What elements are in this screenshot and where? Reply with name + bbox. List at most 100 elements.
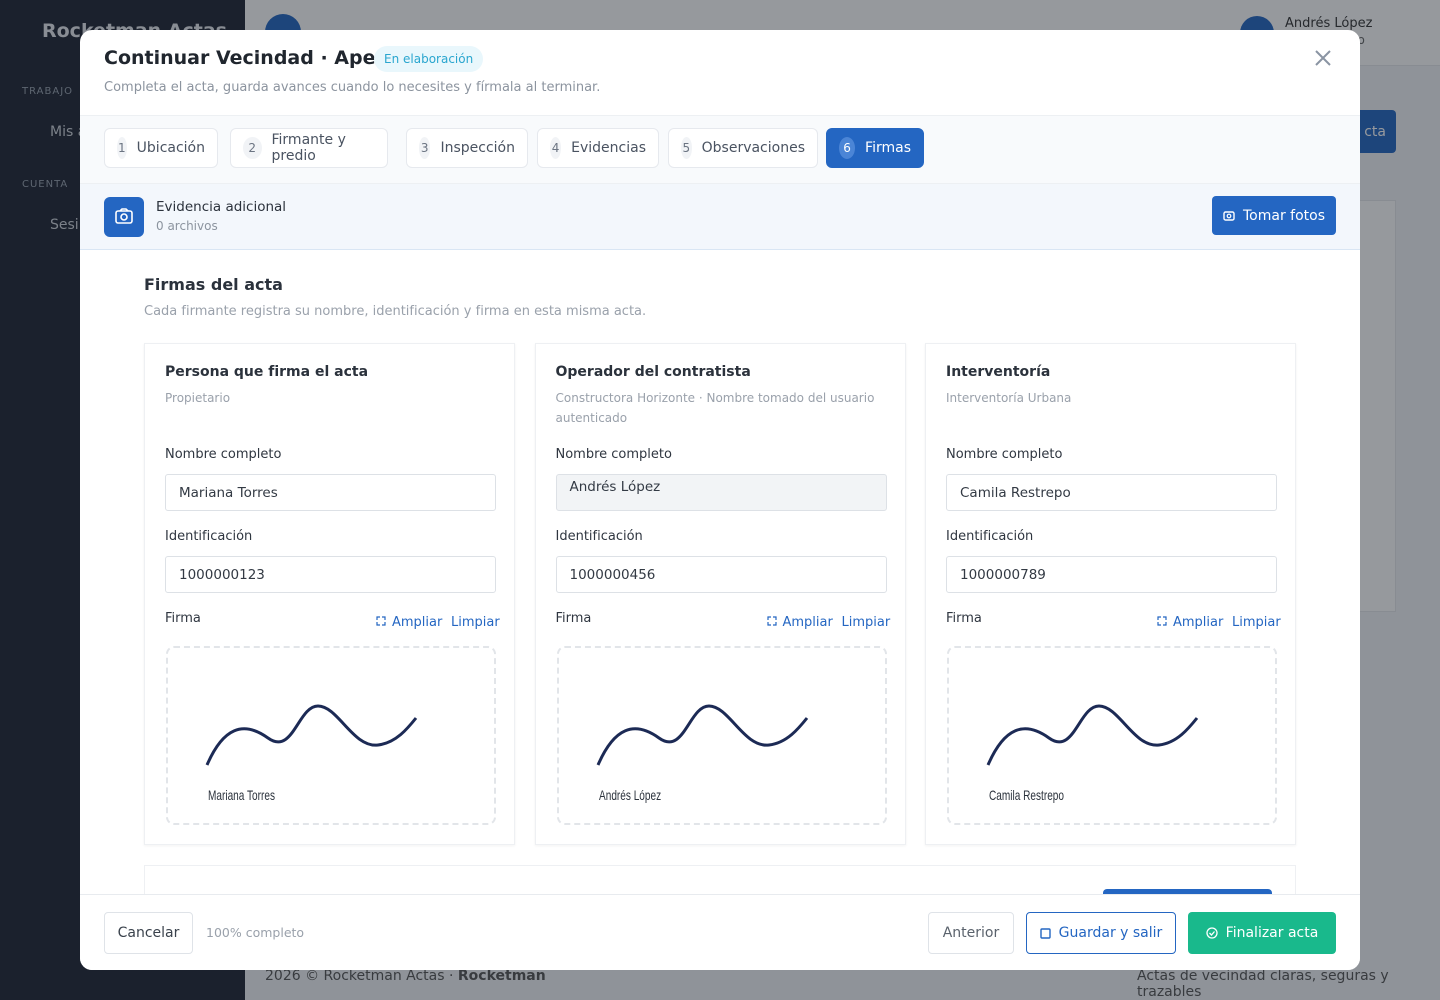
modal-title: Continuar Vecindad · Apertura: [104, 47, 430, 69]
clear-link[interactable]: Limpiar: [1232, 615, 1281, 630]
expand-link[interactable]: Ampliar: [1157, 615, 1223, 630]
field-label: Firma: [165, 611, 201, 626]
link-label: Ampliar: [1173, 615, 1224, 630]
signer-detail: Constructora Horizonte · Nombre tomado d…: [555, 391, 875, 425]
footer-brand: Rocketman: [457, 968, 546, 984]
evidence-title: Evidencia adicional: [156, 199, 287, 215]
evidence-count: 0 archivos: [156, 219, 218, 233]
signer-detail: Interventoría Urbana: [946, 391, 1072, 405]
user-name: Andrés López: [1285, 16, 1373, 31]
evidence-bar: Evidencia adicional 0 archivos Tomar fot…: [80, 184, 1360, 250]
link-label: Ampliar: [782, 615, 833, 630]
step-number: 4: [550, 137, 562, 159]
signature-name: Mariana Torres: [208, 787, 275, 803]
next-card: [144, 865, 1296, 894]
signer-detail: Propietario: [165, 391, 231, 405]
save-button[interactable]: Guardar y salir: [1026, 912, 1176, 954]
field-label: Nombre completo: [946, 447, 1063, 462]
link-label: Ampliar: [392, 615, 443, 630]
step-number: 3: [419, 137, 431, 159]
signature-pad[interactable]: Camila Restrepo: [947, 646, 1277, 825]
field-label: Nombre completo: [555, 447, 672, 462]
button-icon: [1223, 211, 1235, 221]
cancel-button[interactable]: Cancelar: [104, 912, 193, 954]
signature-name: Camila Restrepo: [989, 787, 1064, 803]
clear-link[interactable]: Limpiar: [451, 615, 500, 630]
signature-drawing: Andrés López: [596, 704, 808, 803]
nav-section: TRABAJO: [22, 86, 74, 97]
step-label: Evidencias: [571, 140, 646, 156]
expand-icon: [376, 616, 386, 626]
step-label: Ubicación: [136, 140, 205, 156]
field-label: Identificación: [165, 529, 253, 544]
name-input[interactable]: Mariana Torres: [165, 474, 496, 511]
id-input[interactable]: 1000000789: [946, 556, 1277, 593]
step-number: 2: [243, 137, 262, 159]
progress: 100% completo: [206, 925, 305, 940]
signer-card: Operador del contratista Constructora Hor…: [534, 343, 906, 845]
field-label: Nombre completo: [165, 447, 282, 462]
step-tab[interactable]: 3 Inspección: [406, 128, 528, 168]
step-label: Firmas: [865, 140, 911, 156]
button-icon: [1206, 927, 1218, 939]
signature-stroke: [596, 704, 808, 766]
field-label: Identificación: [946, 529, 1034, 544]
step-number: 6: [839, 137, 856, 159]
signer-card: Persona que firma el acta Propietario Nomb…: [144, 343, 515, 845]
step-label: Inspección: [440, 140, 515, 156]
name-input: Andrés López: [555, 474, 887, 511]
expand-icon: [1157, 616, 1167, 626]
nav-item[interactable]: Mis a: [50, 124, 87, 140]
signature-stroke: [986, 704, 1199, 766]
finish-button[interactable]: Finalizar acta: [1188, 912, 1336, 954]
step-tab[interactable]: 4 Evidencias: [537, 128, 659, 168]
modal-subtitle: Completa el acta, guarda avances cuando …: [104, 80, 601, 95]
close-button[interactable]: [1314, 49, 1332, 67]
nav-section: CUENTA: [22, 179, 69, 190]
step-tab[interactable]: 2 Firmante y predio: [230, 128, 388, 168]
expand-icon: [766, 616, 777, 626]
field-label: Firma: [555, 611, 592, 626]
clear-link[interactable]: Limpiar: [841, 615, 891, 630]
signer-role: Persona que firma el acta: [165, 364, 369, 380]
field-label: Identificación: [555, 529, 643, 544]
field-label: Firma: [946, 611, 982, 626]
footer-left: 2026 © Rocketman Actas · Rocketman: [265, 968, 546, 984]
signature-stroke: [205, 704, 418, 766]
name-input[interactable]: Camila Restrepo: [946, 474, 1277, 511]
signature-pad[interactable]: Mariana Torres: [166, 646, 496, 825]
button-icon: [1039, 927, 1051, 939]
id-input[interactable]: 1000000456: [555, 556, 887, 593]
expand-link[interactable]: Ampliar: [376, 615, 442, 630]
id-input[interactable]: 1000000123: [165, 556, 496, 593]
previous-button[interactable]: Anterior: [928, 912, 1014, 954]
step-tab[interactable]: 1 Ubicación: [104, 128, 218, 168]
signature-name: Andrés López: [599, 787, 661, 803]
camera-icon: [104, 197, 144, 237]
step-label: Firmante y predio: [271, 132, 346, 164]
signature-drawing: Camila Restrepo: [986, 704, 1199, 803]
step-tab[interactable]: 5 Observaciones: [668, 128, 818, 168]
footer-right: Actas de vecindad claras, seguras y traz…: [1137, 968, 1389, 1000]
signer-card: Interventoría Interventoría Urbana Nombre …: [925, 343, 1296, 845]
take-photos-button[interactable]: Tomar fotos: [1212, 196, 1336, 235]
footer-text: 2026 © Rocketman Actas ·: [265, 968, 458, 984]
step-number: 5: [681, 137, 692, 159]
button-label: Finalizar acta: [1225, 925, 1319, 941]
button-label: Guardar y salir: [1058, 925, 1163, 941]
expand-link[interactable]: Ampliar: [766, 615, 833, 630]
step-tab[interactable]: 6 Firmas: [826, 128, 924, 168]
nav-item[interactable]: Sesi: [50, 217, 79, 233]
signer-role: Operador del contratista: [555, 364, 751, 380]
signature-drawing: Mariana Torres: [205, 704, 418, 803]
step-bar: 1 Ubicación 2 Firmante y predio 3 Inspección 4…: [80, 115, 1360, 184]
signature-pad[interactable]: Andrés López: [556, 646, 887, 825]
status-badge: En elaboración: [374, 46, 484, 72]
modal: Continuar Vecindad · Apertura En elabora…: [80, 30, 1360, 970]
step-number: 1: [117, 137, 127, 159]
section-subtitle: Cada firmante registra su nombre, identi…: [144, 304, 647, 319]
button-label: Tomar fotos: [1242, 207, 1325, 224]
next-card-button[interactable]: [1103, 889, 1272, 894]
section-title: Firmas del acta: [144, 275, 283, 294]
